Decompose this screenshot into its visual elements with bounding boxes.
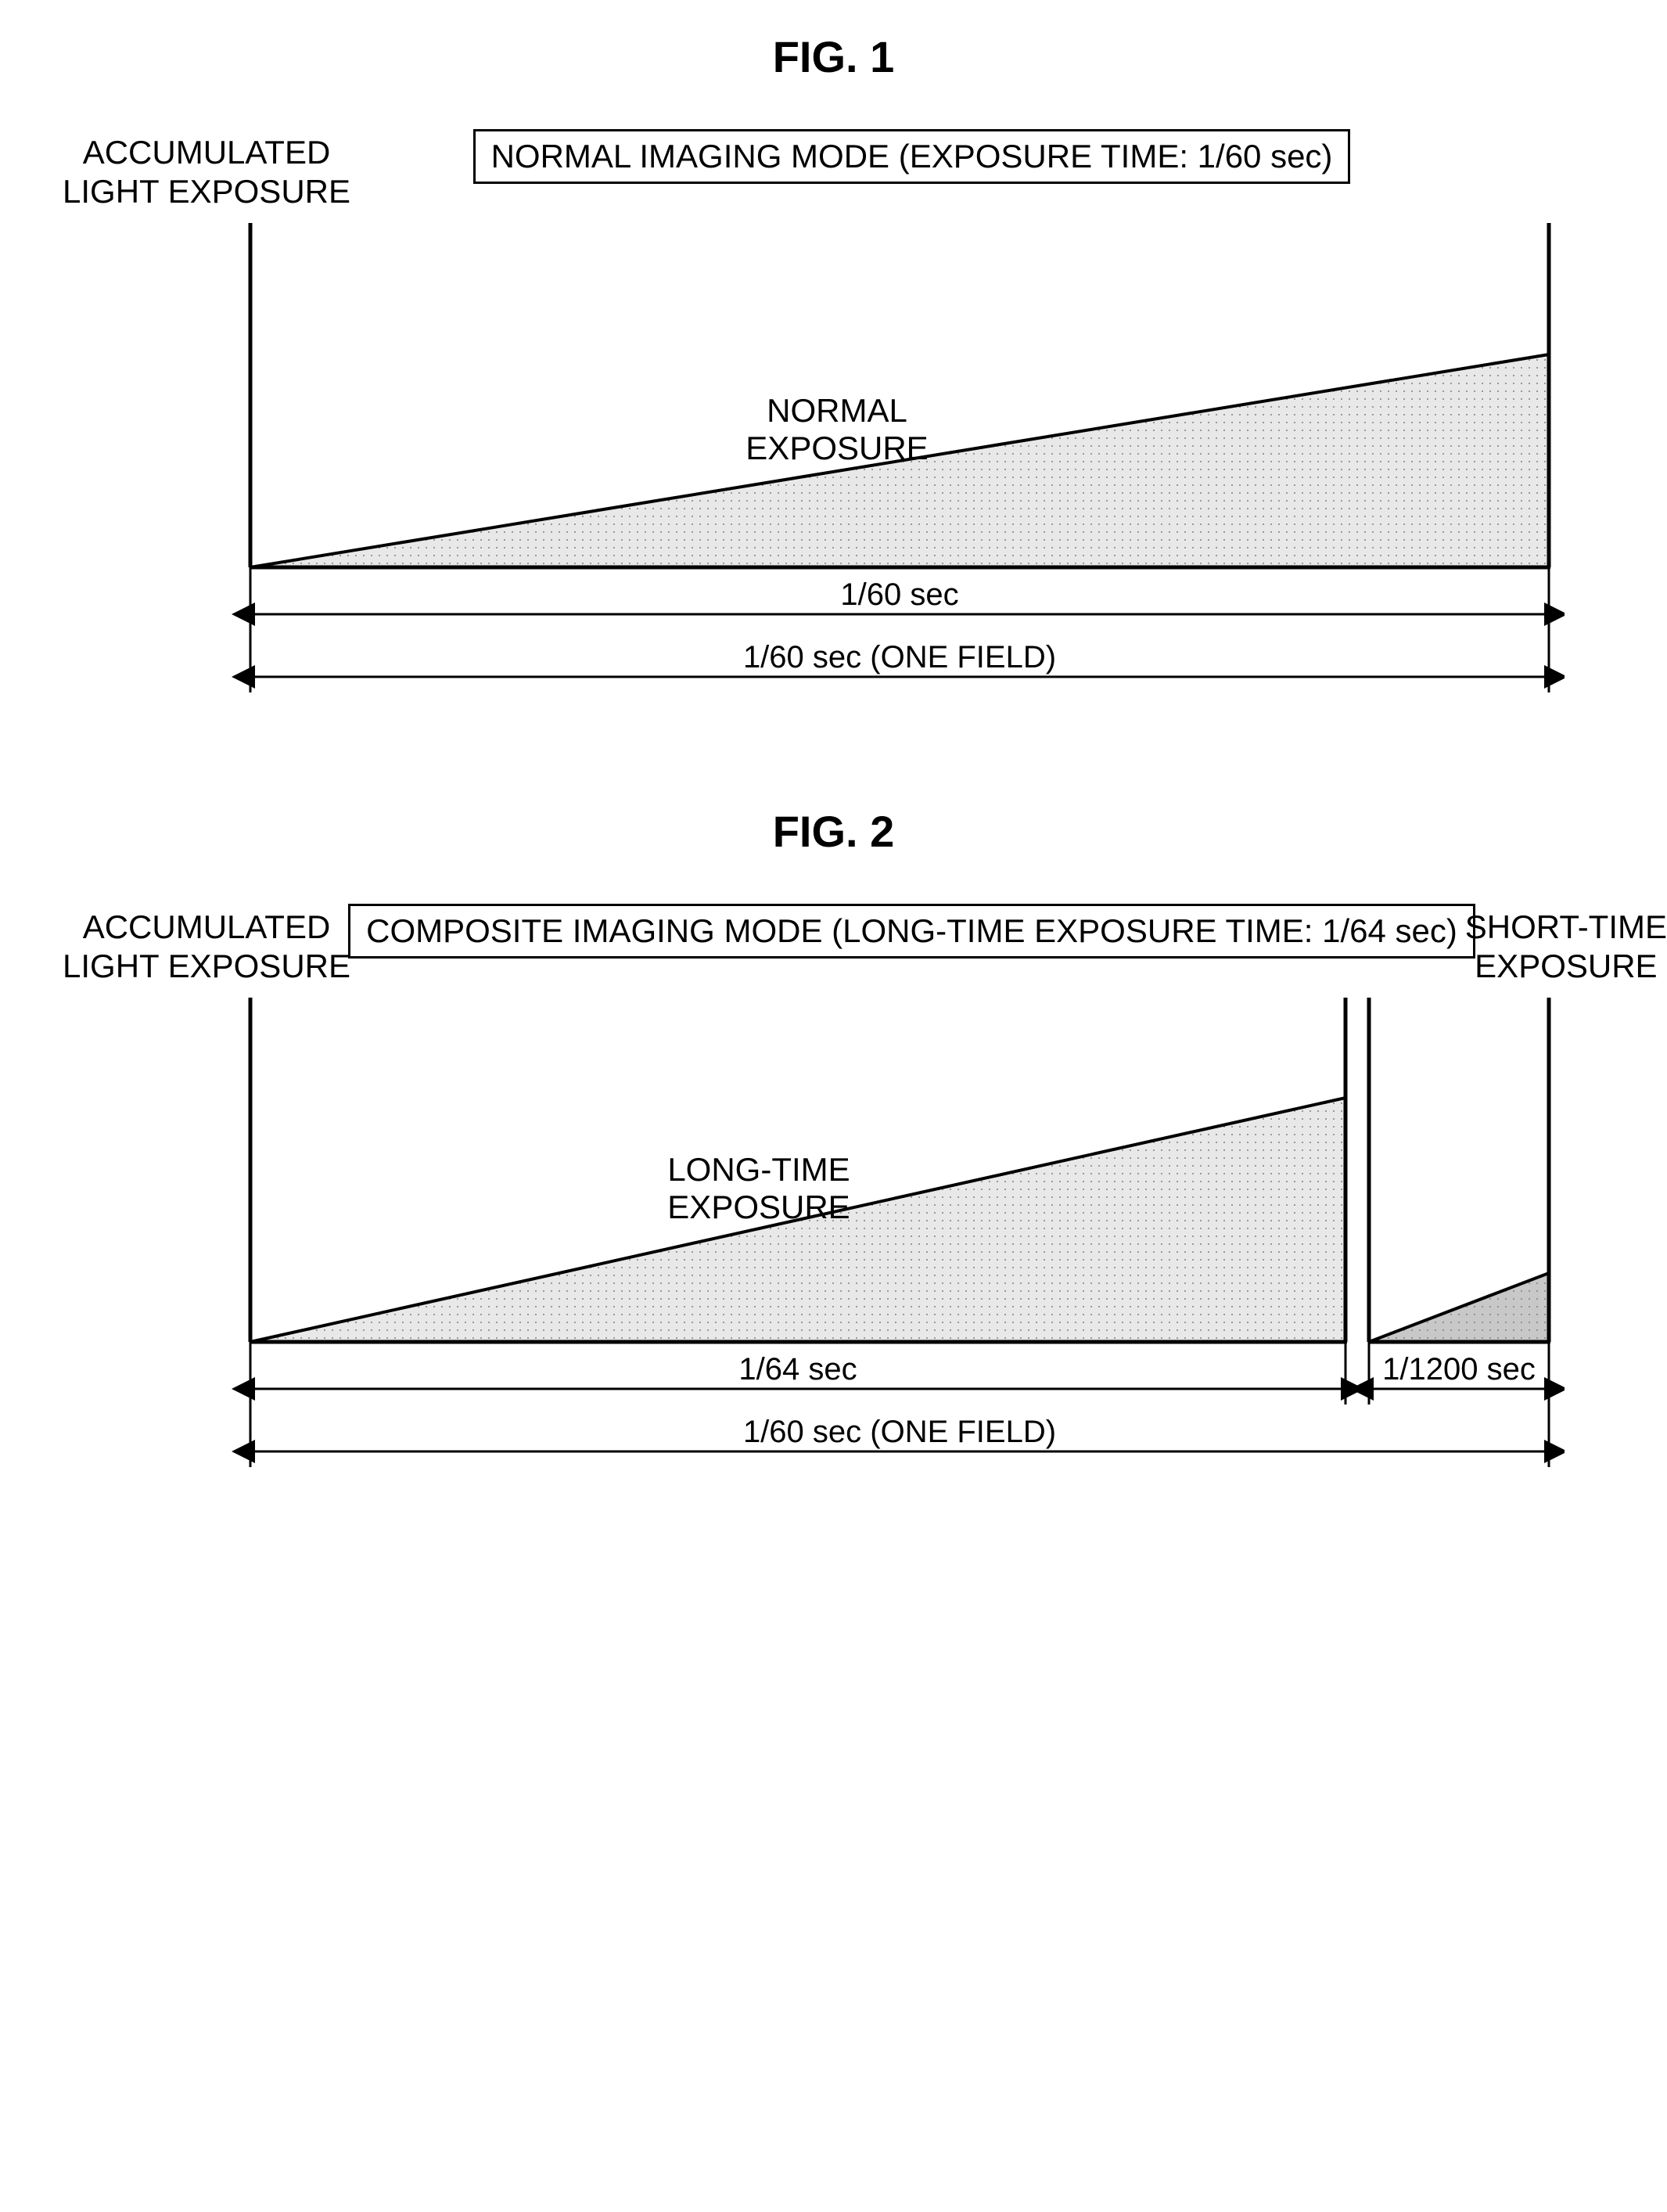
svg-text:1/60 sec: 1/60 sec — [840, 577, 958, 612]
fig1-chart-area: ACCUMULATED LIGHT EXPOSURE NORMALEXPOSUR… — [78, 207, 1636, 712]
y-label-line2: LIGHT EXPOSURE — [63, 948, 350, 984]
y-label-line1: ACCUMULATED — [83, 908, 331, 945]
svg-text:NORMAL: NORMAL — [767, 392, 907, 429]
svg-text:1/64 sec: 1/64 sec — [738, 1352, 857, 1387]
fig2-chart-area: ACCUMULATED LIGHT EXPOSURE SHORT-TIME EX… — [78, 982, 1636, 1487]
figure-2: FIG. 2 COMPOSITE IMAGING MODE (LONG-TIME… — [31, 806, 1636, 1487]
svg-text:EXPOSURE: EXPOSURE — [745, 430, 928, 466]
figure-1: FIG. 1 NORMAL IMAGING MODE (EXPOSURE TIM… — [31, 31, 1636, 712]
y-label-line2: LIGHT EXPOSURE — [63, 173, 350, 210]
fig1-y-label: ACCUMULATED LIGHT EXPOSURE — [63, 133, 350, 212]
fig2-short-label: SHORT-TIME EXPOSURE — [1465, 908, 1667, 987]
short-label-line1: SHORT-TIME — [1465, 908, 1667, 945]
fig1-chart-svg: NORMALEXPOSURE 1/60 sec 1/60 sec (ONE FIEL… — [78, 207, 1565, 708]
fig1-mode-box: NORMAL IMAGING MODE (EXPOSURE TIME: 1/60… — [473, 129, 1351, 184]
svg-text:1/1200 sec: 1/1200 sec — [1382, 1352, 1536, 1387]
svg-text:1/60 sec (ONE FIELD): 1/60 sec (ONE FIELD) — [743, 640, 1056, 674]
svg-text:EXPOSURE: EXPOSURE — [667, 1189, 850, 1225]
fig2-title: FIG. 2 — [31, 806, 1636, 857]
y-label-line1: ACCUMULATED — [83, 134, 331, 171]
fig2-mode-box: COMPOSITE IMAGING MODE (LONG-TIME EXPOSU… — [348, 904, 1475, 959]
svg-text:1/60 sec (ONE FIELD): 1/60 sec (ONE FIELD) — [743, 1415, 1056, 1449]
fig1-title: FIG. 1 — [31, 31, 1636, 82]
short-label-line2: EXPOSURE — [1475, 948, 1657, 984]
fig2-chart-svg: LONG-TIMEEXPOSURE 1/64 sec 1/1200 sec 1/60 … — [78, 982, 1565, 1483]
svg-text:LONG-TIME: LONG-TIME — [667, 1151, 850, 1188]
fig2-y-label: ACCUMULATED LIGHT EXPOSURE — [63, 908, 350, 987]
